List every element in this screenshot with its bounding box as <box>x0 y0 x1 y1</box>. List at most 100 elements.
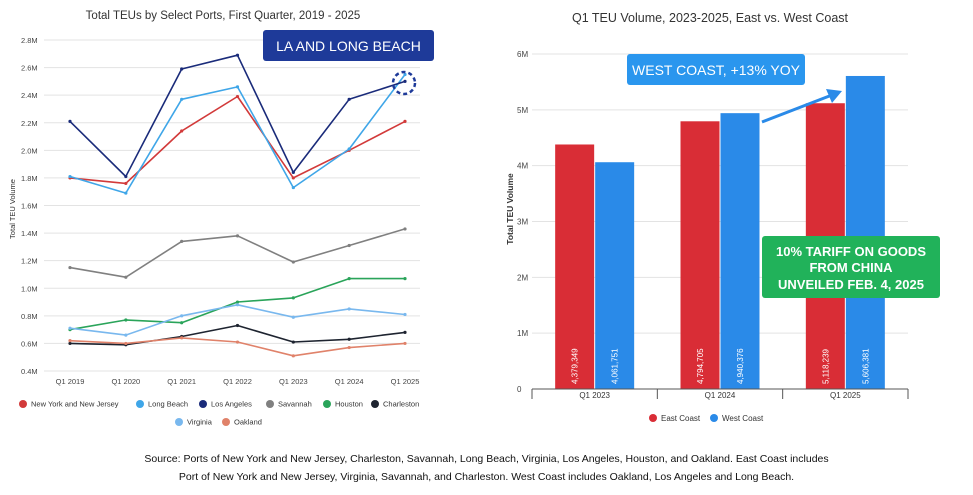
legend-item-virginia: Virginia <box>175 418 213 427</box>
callout-box <box>263 30 434 61</box>
legend-swatch <box>649 414 657 422</box>
legend-swatch <box>175 418 183 426</box>
callout-text: WEST COAST, +13% YOY <box>632 62 801 78</box>
legend-label: Los Angeles <box>211 400 252 409</box>
data-point <box>124 333 128 337</box>
y-tick-label: 1.4M <box>21 229 38 238</box>
source-line-2: Port of New York and New Jersey, Virgini… <box>178 471 795 483</box>
legend-item-ny_nj: New York and New Jersey <box>19 400 119 409</box>
legend-label: Charleston <box>383 400 419 409</box>
legend-item-houston: Houston <box>323 400 363 409</box>
data-point <box>291 354 295 358</box>
bar-west_coast-2: 5,606,381 <box>845 75 885 390</box>
legend-item-los_angeles: Los Angeles <box>199 400 252 409</box>
series-los_angeles <box>68 53 407 179</box>
y-tick-label: 0 <box>517 385 522 394</box>
series-savannah <box>68 227 407 279</box>
legend-swatch <box>222 418 230 426</box>
y-tick-label: 2.0M <box>21 146 38 155</box>
data-point <box>347 276 351 281</box>
data-point <box>235 85 240 89</box>
data-point <box>235 323 240 328</box>
legend-label: Houston <box>335 400 363 409</box>
data-point <box>403 119 407 123</box>
y-tick-label: 1.2M <box>21 257 38 266</box>
y-tick-label: 2.6M <box>21 64 38 73</box>
y-tick-label: 0.8M <box>21 312 38 321</box>
y-tick-label: 3M <box>517 218 528 227</box>
line-chart-legend: New York and New Jersey Long Beach Los Ang… <box>19 400 419 427</box>
bar-data-label: 4,794,705 <box>696 348 705 384</box>
y-tick-label: 0.6M <box>21 339 38 348</box>
callout-box <box>627 54 805 85</box>
data-point <box>180 239 184 243</box>
bar-chart-y-tick-labels: 0 1M 2M 3M 4M 5M 6M <box>517 50 528 394</box>
line-chart-series <box>68 53 407 358</box>
series-line <box>69 74 406 194</box>
series-line <box>69 54 406 178</box>
bar-data-label: 5,118,239 <box>821 348 830 384</box>
data-point <box>403 79 407 83</box>
figure: Total TEUs by Select Ports, First Quarte… <box>8 10 940 427</box>
trend-arrow <box>761 89 842 124</box>
bar-data-label: 4,940,376 <box>736 348 745 384</box>
bar-rect <box>845 75 885 390</box>
y-tick-label: 1.6M <box>21 202 38 211</box>
bar-rect <box>555 144 595 389</box>
bar-west_coast-0: 4,061,751 <box>595 162 635 389</box>
data-point <box>347 337 351 341</box>
y-tick-label: 1M <box>517 329 528 338</box>
data-point <box>403 312 407 317</box>
data-point <box>180 336 184 340</box>
data-point <box>403 227 407 231</box>
data-point <box>68 119 72 123</box>
line-chart-title: Total TEUs by Select Ports, First Quarte… <box>86 10 361 22</box>
data-point <box>403 341 407 346</box>
y-tick-label: 2.4M <box>21 91 38 100</box>
x-tick-label: Q1 2024 <box>705 391 736 400</box>
data-point <box>68 265 72 270</box>
legend-item-savannah: Savannah <box>266 400 312 409</box>
callout-text-line1: 10% TARIFF ON GOODS <box>776 244 926 259</box>
data-point <box>124 191 128 195</box>
data-point <box>235 94 240 99</box>
data-point <box>235 234 240 238</box>
legend-label: Virginia <box>187 418 213 427</box>
data-point <box>124 275 128 279</box>
bar-data-label: 4,379,349 <box>571 348 580 384</box>
legend-label: Oakland <box>234 418 262 427</box>
data-point <box>235 300 240 304</box>
bar-west_coast-1: 4,940,376 <box>720 113 760 389</box>
bar-chart-y-axis-label: Total TEU Volume <box>505 173 515 245</box>
tariff-callout: 10% TARIFF ON GOODS FROM CHINA UNVEILED … <box>762 236 940 298</box>
callout-box <box>762 236 940 298</box>
source-note: Source: Ports of New York and New Jersey… <box>0 450 973 486</box>
data-point <box>180 67 184 71</box>
bar-chart-x-axis: Q1 2023 Q1 2024 Q1 2025 <box>531 388 909 400</box>
data-point <box>124 318 128 322</box>
data-point <box>68 341 72 346</box>
legend-label: East Coast <box>661 414 701 423</box>
callout-text-line2: FROM CHINA <box>809 260 893 275</box>
series-long_beach <box>68 72 407 195</box>
x-tick-label: Q1 2025 <box>830 391 861 400</box>
bar-rect <box>680 121 720 389</box>
bar-chart-bars: 4,379,349 4,061,751 4,794,705 4,940,376 5,11… <box>555 75 885 390</box>
legend-swatch <box>323 400 331 408</box>
data-point <box>68 174 72 179</box>
highlight-circle <box>391 70 417 96</box>
line-chart-gridlines <box>44 39 420 372</box>
data-point <box>347 147 351 151</box>
bar-chart-title: Q1 TEU Volume, 2023-2025, East vs. West … <box>572 11 849 25</box>
callout-text-line3: UNVEILED FEB. 4, 2025 <box>778 277 924 292</box>
callout-text: LA AND LONG BEACH <box>276 38 421 54</box>
data-point <box>180 129 184 133</box>
west-coast-callout: WEST COAST, +13% YOY <box>627 54 805 85</box>
line-chart-y-tick-labels: 0.4M 0.6M 0.8M 1.0M 1.2M 1.4M 1.6M 1.8M 2.0M 2.2M… <box>21 36 38 376</box>
data-point <box>403 276 407 281</box>
bar-chart-legend: East Coast West Coast <box>649 414 764 423</box>
data-point <box>235 303 240 307</box>
data-point <box>124 341 128 346</box>
y-tick-label: 6M <box>517 50 528 59</box>
bar-chart: Q1 TEU Volume, 2023-2025, East vs. West … <box>505 11 940 423</box>
